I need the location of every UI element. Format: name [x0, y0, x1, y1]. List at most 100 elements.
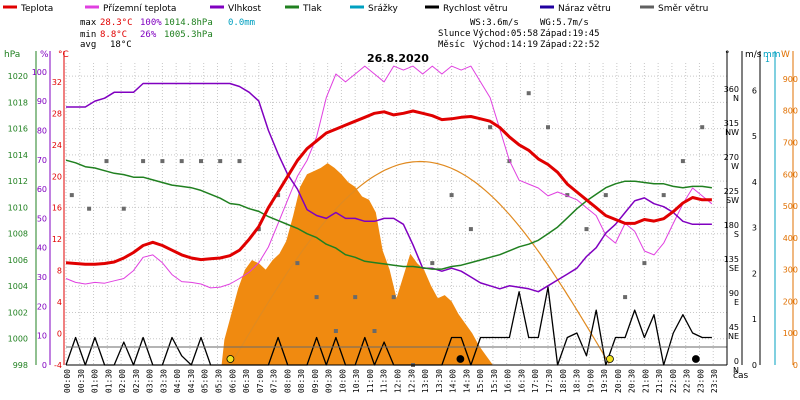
tick-dir: W — [731, 162, 739, 171]
tick-dir: S — [734, 230, 739, 239]
tick-ms: 4 — [752, 178, 757, 187]
wind-dir-point — [237, 159, 242, 164]
tick-deg: 90 — [729, 289, 739, 298]
tick-c: 28 — [52, 109, 62, 118]
wind-dir-point — [661, 193, 666, 198]
tick-dir: SE — [729, 264, 739, 273]
tick-w: 600 — [783, 170, 798, 179]
wind-dir-point — [680, 159, 685, 164]
wind-dir-point — [295, 261, 300, 266]
wind-dir-point — [449, 193, 454, 198]
wind-dir-point — [488, 125, 493, 130]
legend: Teplota Přízemní teplota Vlhkost Tlak Sr… — [3, 4, 708, 14]
tick-hpa: 1014 — [8, 151, 28, 160]
tick-deg: 270 — [724, 153, 739, 162]
tick-dir: E — [734, 298, 739, 307]
tick-pct: 40 — [37, 244, 47, 253]
axis-title-mm: mm — [763, 50, 781, 60]
tick-hpa: 1020 — [8, 72, 28, 81]
axis-title-ms: m/s — [745, 50, 762, 60]
wind-dir-point — [179, 159, 184, 164]
tick-x: 07:00 — [256, 369, 265, 393]
wind-dir-point — [565, 193, 570, 198]
tick-x: 13:00 — [421, 369, 430, 393]
stats-min-label: min — [80, 30, 96, 40]
series-temp-line — [65, 109, 712, 266]
stats-block: max 28.3°C 100% 1014.8hPa 0.0mm min 8.8°… — [80, 18, 255, 50]
tick-deg: 180 — [724, 221, 739, 230]
tick-w: 800 — [783, 107, 798, 116]
tick-x: 19:00 — [586, 369, 595, 393]
wind-dir-point — [333, 329, 338, 333]
info-block: WS:3.6m/s WG:5.7m/s Slunce Východ:05:58 … — [438, 18, 600, 50]
tick-x: 17:30 — [545, 369, 554, 393]
tick-c: 20 — [52, 172, 62, 181]
tick-x: 16:30 — [517, 369, 526, 393]
legend-label-wind: Rychlost větru — [443, 4, 508, 14]
tick-deg: 225 — [724, 187, 739, 196]
legend-label-gust: Náraz větru — [558, 4, 611, 14]
tick-pct: 60 — [37, 185, 47, 194]
grid — [65, 63, 728, 366]
tick-x: 18:30 — [573, 369, 582, 393]
tick-x: 21:00 — [641, 369, 650, 393]
wind-dir-point — [391, 295, 396, 300]
tick-x: 11:00 — [366, 369, 375, 393]
wind-dir-point — [603, 193, 608, 198]
info-sun-label: Slunce — [438, 29, 471, 39]
tick-x: 10:00 — [338, 369, 347, 393]
stats-avg-temp: 18°C — [110, 40, 132, 50]
tick-w: 100 — [783, 329, 798, 338]
stats-max-rain: 0.0mm — [228, 18, 255, 28]
series-dew-line — [65, 65, 713, 289]
stats-max-press: 1014.8hPa — [164, 18, 213, 28]
wind-dir-point — [141, 159, 146, 164]
tick-hpa: 998 — [13, 361, 28, 370]
tick-deg: 315 — [724, 119, 739, 128]
wind-dir-point — [642, 261, 647, 266]
tick-x: 12:30 — [407, 369, 416, 393]
legend-item-dir: Směr větru — [640, 4, 708, 14]
legend-item-dew: Přízemní teplota — [85, 4, 176, 14]
legend-label-press: Tlak — [302, 4, 323, 14]
wind-dir-point — [468, 227, 473, 232]
info-wg: WG:5.7m/s — [540, 18, 589, 28]
tick-x: 00:00 — [63, 369, 72, 393]
legend-item-rain: Srážky — [350, 4, 399, 14]
axis-title-pct: % — [40, 50, 49, 60]
tick-pct: 70 — [37, 156, 47, 165]
tick-x: 23:30 — [710, 369, 719, 393]
tick-hpa: 1012 — [8, 177, 28, 186]
sun-moon-markers — [226, 355, 700, 363]
sun-arc-line — [229, 160, 610, 366]
wind-dir-point — [623, 295, 628, 300]
tick-w: 900 — [783, 75, 798, 84]
wind-dir-point — [700, 125, 705, 130]
tick-ms: 5 — [752, 132, 757, 141]
tick-dir: N — [733, 94, 739, 103]
tick-w: 400 — [783, 234, 798, 243]
wind-dir-point — [276, 193, 281, 198]
sunset-marker — [606, 355, 614, 363]
axis-title-hpa: hPa — [4, 50, 20, 60]
tick-pct: 20 — [37, 302, 47, 311]
legend-item-gust: Náraz větru — [540, 4, 611, 14]
moonrise-marker — [456, 355, 465, 363]
radiation-area — [221, 163, 493, 365]
legend-label-temp: Teplota — [20, 4, 53, 14]
tick-ms: 2 — [752, 269, 757, 278]
tick-x: 05:00 — [201, 369, 210, 393]
tick-x: 14:30 — [462, 369, 471, 393]
wind-dir-point — [256, 227, 261, 232]
sunrise-marker — [226, 355, 235, 363]
tick-x: 06:00 — [228, 369, 237, 393]
tick-w: 200 — [783, 297, 798, 306]
legend-label-rain: Srážky — [368, 4, 399, 14]
tick-x: 07:30 — [270, 369, 279, 393]
series-hum-line — [66, 82, 712, 293]
chart-date: 26.8.2020 — [367, 52, 429, 65]
tick-x: 00:30 — [77, 369, 86, 393]
info-moon-set: Západ:22:52 — [540, 40, 600, 50]
tick-w: 0 — [793, 361, 798, 370]
